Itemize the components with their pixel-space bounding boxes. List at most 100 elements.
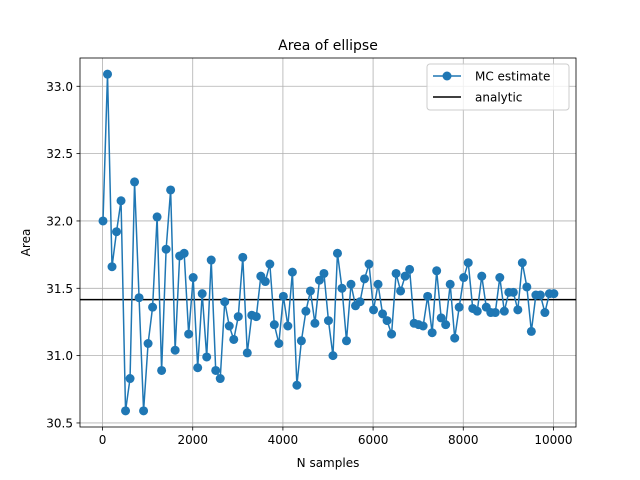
- mc-estimate-point: [418, 321, 428, 331]
- y-tick-label: 31.5: [46, 282, 73, 296]
- mc-estimate-point: [179, 248, 189, 258]
- mc-estimate-point: [328, 351, 338, 361]
- y-tick-label: 32.0: [46, 214, 73, 228]
- mc-estimate-point: [445, 279, 455, 289]
- mc-estimate-point: [296, 336, 306, 346]
- mc-estimate-point: [292, 380, 302, 390]
- mc-estimate-point: [103, 69, 113, 79]
- mc-estimate-point: [508, 287, 518, 297]
- mc-estimate-point: [116, 196, 126, 206]
- y-axis-title: Area: [19, 229, 33, 257]
- mc-estimate-point: [139, 406, 149, 416]
- mc-estimate-point: [220, 297, 230, 307]
- mc-estimate-point: [305, 286, 315, 296]
- mc-estimate-point: [134, 293, 144, 303]
- mc-estimate-point: [310, 318, 320, 328]
- mc-estimate-point: [454, 302, 464, 312]
- mc-estimate-point: [121, 406, 131, 416]
- mc-estimate-point: [522, 282, 532, 292]
- mc-estimate-point: [188, 273, 198, 283]
- mc-estimate-point: [278, 291, 288, 301]
- mc-estimate-point: [265, 259, 275, 269]
- mc-estimate-point: [337, 283, 347, 293]
- mc-estimate-point: [148, 302, 158, 312]
- ticks-layer: 0 2000 4000 6000 8000 10000 30.5 31.0 31.5 32.0 32…: [46, 80, 572, 447]
- mc-estimate-point: [463, 258, 473, 268]
- mc-estimate-point: [319, 268, 329, 278]
- mc-estimate-point: [170, 345, 180, 355]
- mc-estimate-point: [513, 305, 523, 315]
- mc-estimate-point: [143, 339, 153, 349]
- mc-estimate-point: [355, 297, 365, 307]
- mc-estimate-point: [301, 306, 311, 316]
- y-tick-label: 30.5: [46, 416, 73, 430]
- mc-estimate-point: [197, 289, 207, 299]
- mc-estimate-point: [346, 279, 356, 289]
- x-tick-label: 4000: [268, 433, 299, 447]
- mc-estimate-point: [211, 365, 221, 375]
- x-tick-label: 2000: [177, 433, 208, 447]
- mc-estimate-point: [166, 185, 176, 195]
- mc-estimate-point: [251, 312, 261, 322]
- mc-estimate-point: [125, 374, 135, 384]
- mc-estimate-point: [396, 286, 406, 296]
- mc-estimate-point: [436, 313, 446, 323]
- mc-estimate-point: [224, 321, 234, 331]
- mc-estimate-point: [540, 308, 550, 318]
- mc-estimate-point: [364, 259, 374, 269]
- mc-estimate-point: [459, 273, 469, 283]
- mc-estimate-point: [229, 334, 239, 344]
- mc-estimate-point: [432, 266, 442, 276]
- mc-estimate-point: [112, 227, 122, 237]
- mc-estimate-point: [238, 252, 248, 262]
- mc-estimate-point: [130, 177, 140, 187]
- mc-estimate-point: [549, 289, 559, 299]
- mc-estimate-point: [269, 320, 279, 330]
- plot-frame: [79, 57, 577, 428]
- mc-estimate-point: [193, 363, 203, 373]
- mc-estimate-point: [274, 339, 284, 349]
- mc-estimate-point: [161, 244, 171, 254]
- mc-estimate-point: [206, 255, 216, 265]
- mc-estimate-point: [450, 333, 460, 343]
- mc-estimate-point: [427, 328, 437, 338]
- mc-estimate-point: [332, 248, 342, 258]
- mc-estimate-point: [441, 320, 451, 330]
- chart-title: Area of ellipse: [278, 38, 378, 54]
- mc-estimate-point: [499, 306, 509, 316]
- legend-marker-mc: [442, 71, 452, 81]
- mc-estimate-point: [233, 312, 243, 322]
- mc-estimate-point: [472, 306, 482, 316]
- mc-estimate-point: [107, 262, 117, 272]
- y-tick-label: 33.0: [46, 80, 73, 94]
- mc-estimate-point: [184, 329, 194, 339]
- mc-estimate-point: [373, 279, 383, 289]
- mc-estimate-point: [260, 277, 270, 287]
- mc-estimate-point: [242, 348, 252, 358]
- mc-estimate-point: [287, 267, 297, 277]
- mc-estimate-point: [378, 309, 388, 319]
- x-tick-label: 0: [99, 433, 107, 447]
- mc-estimate-point: [98, 216, 108, 226]
- mc-estimate-point: [152, 212, 162, 222]
- mc-estimate-point: [400, 271, 410, 281]
- x-tick-label: 8000: [448, 433, 479, 447]
- mc-estimate-point: [157, 365, 167, 375]
- legend-label-analytic: analytic: [475, 91, 522, 105]
- mc-estimate-point: [360, 274, 370, 284]
- mc-estimate-point: [283, 321, 293, 331]
- mc-estimate-point: [517, 258, 527, 268]
- mc-estimate-point: [369, 305, 379, 315]
- mc-estimate-point: [314, 275, 324, 285]
- y-tick-label: 31.0: [46, 349, 73, 363]
- mc-estimate-point: [341, 336, 351, 346]
- y-tick-label: 32.5: [46, 147, 73, 161]
- mc-estimate-point: [495, 273, 505, 283]
- mc-estimate-point: [535, 290, 545, 300]
- mc-estimate-point: [215, 374, 225, 384]
- legend-box: [426, 63, 570, 111]
- x-tick-label: 6000: [358, 433, 389, 447]
- mc-estimate-point: [405, 264, 415, 274]
- mc-estimate-point: [202, 352, 212, 362]
